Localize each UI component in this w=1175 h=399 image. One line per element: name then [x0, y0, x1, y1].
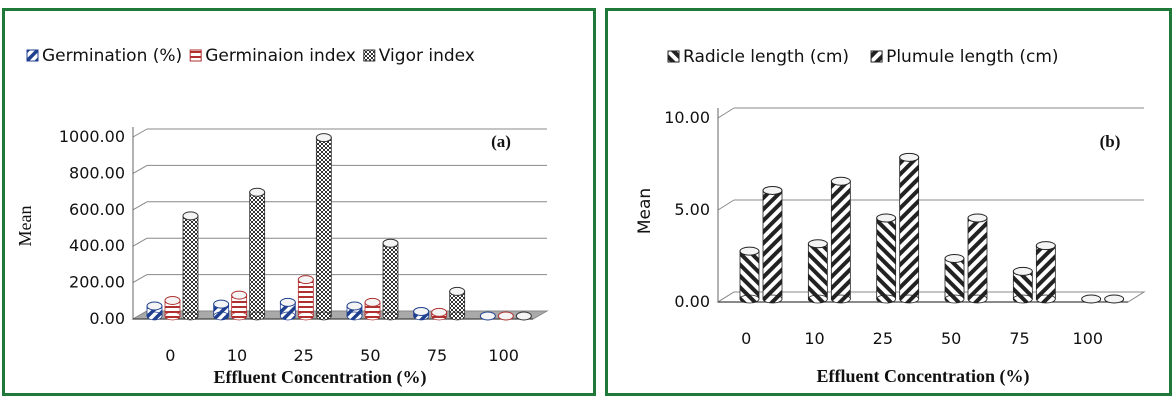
gridline-diagonal — [132, 237, 148, 247]
bar — [413, 306, 430, 321]
bar — [213, 299, 230, 321]
bar — [164, 296, 181, 321]
bar — [1104, 294, 1125, 304]
bar — [364, 297, 381, 321]
x-axis-title: Effluent Concentration (%) — [817, 366, 1030, 387]
bar — [315, 133, 332, 321]
x-tick-label: 25 — [293, 346, 313, 365]
panel-label: (a) — [491, 132, 511, 151]
bar — [297, 275, 314, 321]
y-tick-label: 1000.00 — [59, 127, 125, 146]
bar — [497, 311, 514, 321]
legend-label: Germination (%) — [42, 46, 182, 66]
x-tick-label: 100 — [488, 346, 519, 365]
bar — [944, 254, 965, 304]
legend-swatch — [189, 49, 202, 62]
bar — [346, 301, 363, 321]
y-axis-title: Mean — [15, 206, 35, 247]
legend-label: Vigor index — [379, 46, 475, 66]
x-tick-label: 75 — [1009, 329, 1029, 348]
chart-a-svg: 0.00 200.00 400.00 600.00 800.00 1000.00 0 10 25… — [15, 46, 549, 388]
x-tick-label: 100 — [1073, 329, 1104, 348]
legend-label: Plumule length (cm) — [886, 47, 1058, 67]
y-axis-title: Mean — [635, 188, 655, 234]
y-tick-label: 0.00 — [674, 292, 710, 311]
bar — [382, 238, 399, 321]
bar — [146, 301, 163, 321]
chart-panel-b: 0.00 5.00 10.00 0 10 25 50 75 100 Radicle length … — [605, 8, 1172, 396]
x-tick-label: 50 — [360, 346, 380, 365]
bar — [762, 185, 783, 304]
gridline-diagonal — [132, 164, 148, 174]
bar — [515, 311, 532, 321]
y-tick-label: 10.00 — [664, 108, 710, 127]
bar — [899, 152, 920, 304]
x-tick-label: 0 — [165, 346, 175, 365]
bar — [449, 286, 466, 321]
bar — [876, 213, 897, 304]
legend-swatch — [667, 50, 680, 63]
gridline-diagonal — [132, 274, 148, 284]
y-tick-label: 600.00 — [69, 200, 125, 219]
bar — [739, 246, 760, 304]
gridline-diagonal — [132, 128, 148, 138]
x-tick-label: 10 — [804, 329, 824, 348]
gridline-diagonal — [717, 199, 735, 211]
x-tick-label: 50 — [941, 329, 961, 348]
legend-swatch — [870, 50, 883, 63]
chart-b-svg: 0.00 5.00 10.00 0 10 25 50 75 100 Radicle length … — [635, 47, 1146, 387]
bar — [830, 176, 851, 304]
x-tick-label: 75 — [427, 346, 447, 365]
bar — [231, 290, 248, 321]
x-tick-label: 25 — [873, 329, 893, 348]
panel-label: (b) — [1100, 132, 1121, 151]
x-tick-label: 10 — [227, 346, 247, 365]
y-tick-label: 400.00 — [69, 236, 125, 255]
y-tick-label: 0.00 — [89, 309, 125, 328]
bar — [249, 187, 266, 321]
bar — [807, 239, 828, 304]
bar — [1081, 294, 1102, 304]
bar — [479, 311, 496, 321]
y-tick-label: 200.00 — [69, 273, 125, 292]
bar — [431, 307, 448, 321]
x-axis-title: Effluent Concentration (%) — [214, 367, 427, 388]
y-tick-label: 800.00 — [69, 163, 125, 182]
bar — [279, 297, 296, 321]
bar — [967, 213, 988, 304]
gridline-diagonal — [717, 107, 735, 119]
legend-label: Germinaion index — [205, 46, 356, 66]
legend-swatch — [26, 49, 39, 62]
y-tick-label: 5.00 — [674, 200, 710, 219]
bar — [182, 211, 199, 321]
bar — [1035, 241, 1056, 304]
legend-label: Radicle length (cm) — [683, 47, 849, 67]
gridline-diagonal — [132, 201, 148, 211]
x-tick-label: 0 — [741, 329, 751, 348]
bar — [1012, 266, 1033, 304]
legend-swatch — [363, 49, 376, 62]
chart-panel-a: 0.00 200.00 400.00 600.00 800.00 1000.00 0 10 25… — [2, 8, 596, 396]
